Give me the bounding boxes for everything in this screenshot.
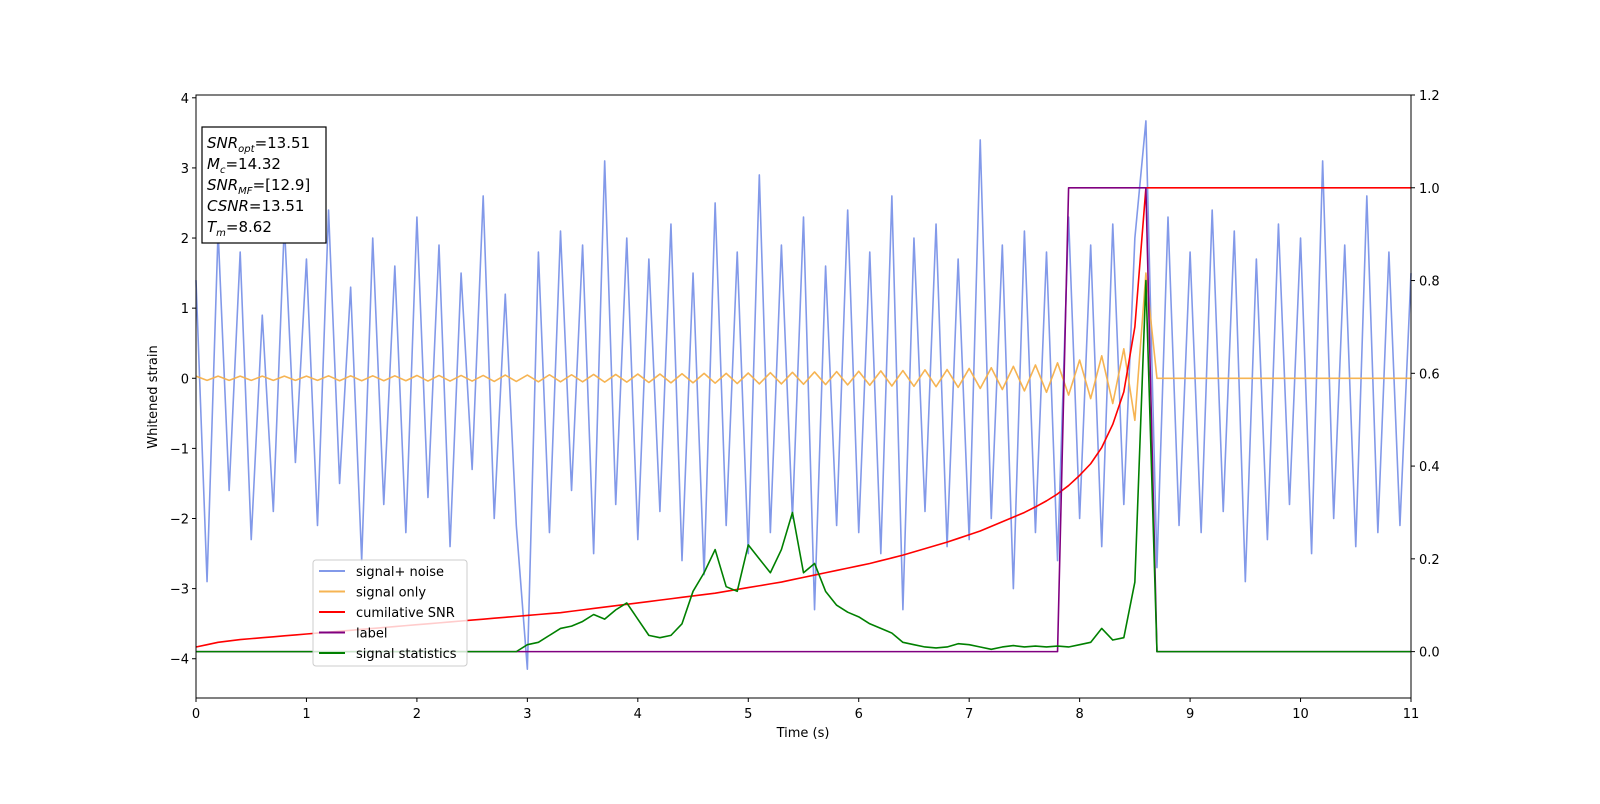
y2-tick-label: 0.2 [1419,553,1440,568]
y2-tick-label: 1.0 [1419,182,1440,197]
x-tick-label: 10 [1292,707,1309,722]
annotation: SNRMF=[12.9] [207,176,310,197]
annotation-sub: m [216,228,226,239]
annotation-value: =[12.9] [253,176,311,194]
y-tick-label: 0 [181,372,189,387]
y2-tick-label: 0.4 [1419,460,1440,475]
annotation: CSNR=13.51 [207,197,304,215]
annotation-sub: MF [238,186,253,197]
y2-tick-label: 0.6 [1419,367,1440,382]
x-tick-label: 5 [744,707,752,722]
y2-tick-label: 1.2 [1419,89,1440,104]
y-tick-label: 4 [181,92,189,107]
annotation-sub: opt [238,144,255,155]
annotation-name: M [207,155,220,173]
legend-label: signal only [356,586,426,601]
x-axis-label: Time (s) [776,726,830,741]
annotation-value: =13.51 [249,197,305,215]
annotation-value: =13.51 [255,134,311,152]
plot-frame [195,94,1412,699]
legend-label: signal+ noise [356,565,444,580]
x-tick-label: 7 [965,707,973,722]
legend-label: label [356,627,387,642]
annotation-value: =14.32 [225,155,281,173]
annotation-box [201,126,327,244]
annotation: Mc=14.32 [207,155,281,176]
y-tick-label: −3 [170,583,189,598]
annotation-sub: c [220,165,226,176]
annotation: SNRopt=13.51 [207,134,310,155]
x-tick-label: 9 [1186,707,1194,722]
y-tick-label: −2 [170,513,189,528]
y-tick-label: −1 [170,442,189,457]
x-tick-label: 2 [413,707,421,722]
legend-label: cumilative SNR [356,606,455,621]
y-tick-label: 1 [181,302,189,317]
x-tick-label: 0 [192,707,200,722]
x-tick-label: 1 [302,707,310,722]
y-tick-label: −4 [170,653,189,668]
x-tick-label: 8 [1075,707,1083,722]
annotation-name: CSNR [207,197,249,215]
legend-box [312,559,468,667]
x-tick-label: 4 [634,707,642,722]
x-tick-label: 6 [855,707,863,722]
annotation-name: T [207,218,218,236]
y-tick-label: 3 [181,162,189,177]
annotation-value: =8.62 [226,218,272,236]
annotation-name: SNR [207,176,238,194]
annotation-name: SNR [207,134,238,152]
series-line [195,272,1411,422]
annotation: Tm=8.62 [207,218,272,239]
y2-tick-label: 0.8 [1419,275,1440,290]
legend-label: signal statistics [356,647,457,662]
x-tick-label: 11 [1403,707,1420,722]
y-axis-label: Whitened strain [146,345,161,448]
series-line [195,120,1412,671]
y2-tick-label: 0.0 [1419,646,1440,661]
x-tick-label: 3 [523,707,531,722]
y-tick-label: 2 [181,232,189,247]
